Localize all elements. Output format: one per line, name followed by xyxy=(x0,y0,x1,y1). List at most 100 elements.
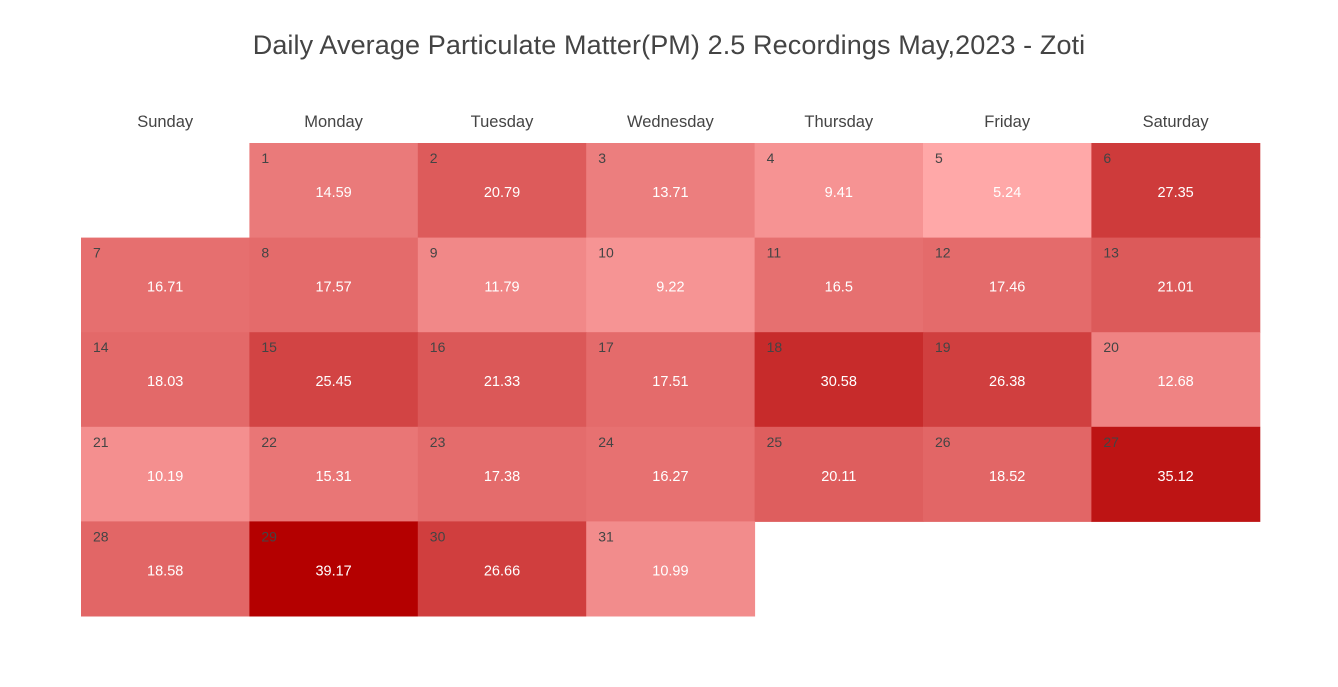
heat-cell xyxy=(1091,237,1261,333)
day-cell-28: 28 18.58 xyxy=(81,521,250,617)
value-label: 9.22 xyxy=(656,280,684,296)
weekday-labels: Sunday Monday Tuesday Wednesday Thursday Frid… xyxy=(137,113,1209,131)
day-number: 3 xyxy=(598,150,606,166)
weekday-label-tuesday: Tuesday xyxy=(471,113,534,131)
day-number: 12 xyxy=(935,245,951,261)
heat-cell xyxy=(81,237,250,333)
heat-cell xyxy=(417,143,587,239)
value-label: 13.71 xyxy=(652,185,688,201)
day-cell-6: 627.35 xyxy=(1091,143,1261,239)
calendar-cells: 114.59220.79313.7149.4155.24627.35716.71… xyxy=(81,143,1261,617)
value-label: 18.52 xyxy=(989,469,1025,485)
day-cell-12: 12 17.46 xyxy=(923,237,1092,333)
day-cell-21: 21 10.19 xyxy=(81,426,250,522)
heat-cell xyxy=(586,143,756,239)
heat-cell xyxy=(81,332,250,428)
day-cell-1: 114.59 xyxy=(249,143,419,239)
heat-cell xyxy=(923,426,1092,522)
value-label: 12.68 xyxy=(1157,374,1193,390)
value-label: 16.71 xyxy=(147,280,183,296)
value-label: 11.79 xyxy=(484,280,519,296)
value-label: 14.59 xyxy=(315,185,351,201)
weekday-label-saturday: Saturday xyxy=(1143,113,1210,131)
heat-cell xyxy=(249,521,419,617)
day-cell-10: 109.22 xyxy=(586,237,756,333)
day-cell-30: 30 26.66 xyxy=(417,521,587,617)
day-cell-15: 15 25.45 xyxy=(249,332,419,428)
day-number: 29 xyxy=(261,528,277,544)
day-cell-4: 49.41 xyxy=(754,143,924,239)
day-number: 19 xyxy=(935,339,951,355)
heat-cell xyxy=(81,521,250,617)
day-cell-5: 55.24 xyxy=(923,143,1092,239)
heat-cell xyxy=(81,426,250,522)
value-label: 20.79 xyxy=(484,185,520,201)
day-number: 21 xyxy=(93,434,109,450)
heat-cell xyxy=(1091,143,1261,239)
heat-cell xyxy=(1091,426,1261,522)
value-label: 25.45 xyxy=(315,374,351,390)
day-cell-27: 27 35.12 xyxy=(1091,426,1261,522)
day-cell-25: 25 20.11 xyxy=(754,426,924,522)
day-cell-26: 26 18.52 xyxy=(923,426,1092,522)
heat-cell xyxy=(586,237,756,333)
heat-cell xyxy=(417,521,587,617)
day-cell-9: 911.79 xyxy=(417,237,587,333)
value-label: 39.17 xyxy=(315,563,351,579)
day-number: 18 xyxy=(767,339,783,355)
value-label: 17.51 xyxy=(652,374,688,390)
heat-cell xyxy=(754,237,924,333)
value-label: 18.58 xyxy=(147,563,183,579)
value-label: 20.11 xyxy=(821,469,856,485)
day-number: 4 xyxy=(767,150,775,166)
day-cell-2: 220.79 xyxy=(417,143,587,239)
day-number: 13 xyxy=(1103,245,1119,261)
value-label: 17.46 xyxy=(989,280,1025,296)
value-label: 21.33 xyxy=(484,374,520,390)
heat-cell xyxy=(417,426,587,522)
day-cell-18: 18 30.58 xyxy=(754,332,924,428)
day-cell-24: 24 16.27 xyxy=(586,426,756,522)
day-number: 11 xyxy=(767,245,782,261)
day-number: 24 xyxy=(598,434,614,450)
value-label: 27.35 xyxy=(1157,185,1193,201)
day-number: 28 xyxy=(93,528,109,544)
day-cell-16: 16 21.33 xyxy=(417,332,587,428)
weekday-label-thursday: Thursday xyxy=(804,113,874,131)
value-label: 35.12 xyxy=(1157,469,1193,485)
heat-cell xyxy=(1091,332,1261,428)
day-number: 27 xyxy=(1103,434,1119,450)
heat-cell xyxy=(249,426,419,522)
day-cell-22: 22 15.31 xyxy=(249,426,419,522)
value-label: 16.27 xyxy=(652,469,688,485)
value-label: 17.38 xyxy=(484,469,520,485)
day-number: 31 xyxy=(598,528,614,544)
weekday-label-wednesday: Wednesday xyxy=(627,113,715,131)
heat-cell xyxy=(249,143,419,239)
day-number: 22 xyxy=(261,434,277,450)
heat-cell xyxy=(586,332,756,428)
heat-cell xyxy=(417,237,587,333)
day-number: 26 xyxy=(935,434,951,450)
day-number: 5 xyxy=(935,150,943,166)
day-number: 6 xyxy=(1103,150,1111,166)
heat-cell xyxy=(923,143,1092,239)
heat-cell xyxy=(586,521,756,617)
heat-cell xyxy=(417,332,587,428)
value-label: 15.31 xyxy=(315,469,351,485)
heat-cell xyxy=(754,426,924,522)
value-label: 16.5 xyxy=(825,280,853,296)
day-number: 14 xyxy=(93,339,109,355)
heat-cell xyxy=(754,143,924,239)
day-cell-14: 14 18.03 xyxy=(81,332,250,428)
value-label: 5.24 xyxy=(993,185,1021,201)
day-cell-23: 23 17.38 xyxy=(417,426,587,522)
weekday-label-friday: Friday xyxy=(984,113,1031,131)
day-cell-19: 19 26.38 xyxy=(923,332,1092,428)
day-number: 17 xyxy=(598,339,614,355)
heat-cell xyxy=(923,332,1092,428)
value-label: 10.19 xyxy=(147,469,183,485)
value-label: 10.99 xyxy=(652,563,688,579)
day-number: 1 xyxy=(261,150,269,166)
